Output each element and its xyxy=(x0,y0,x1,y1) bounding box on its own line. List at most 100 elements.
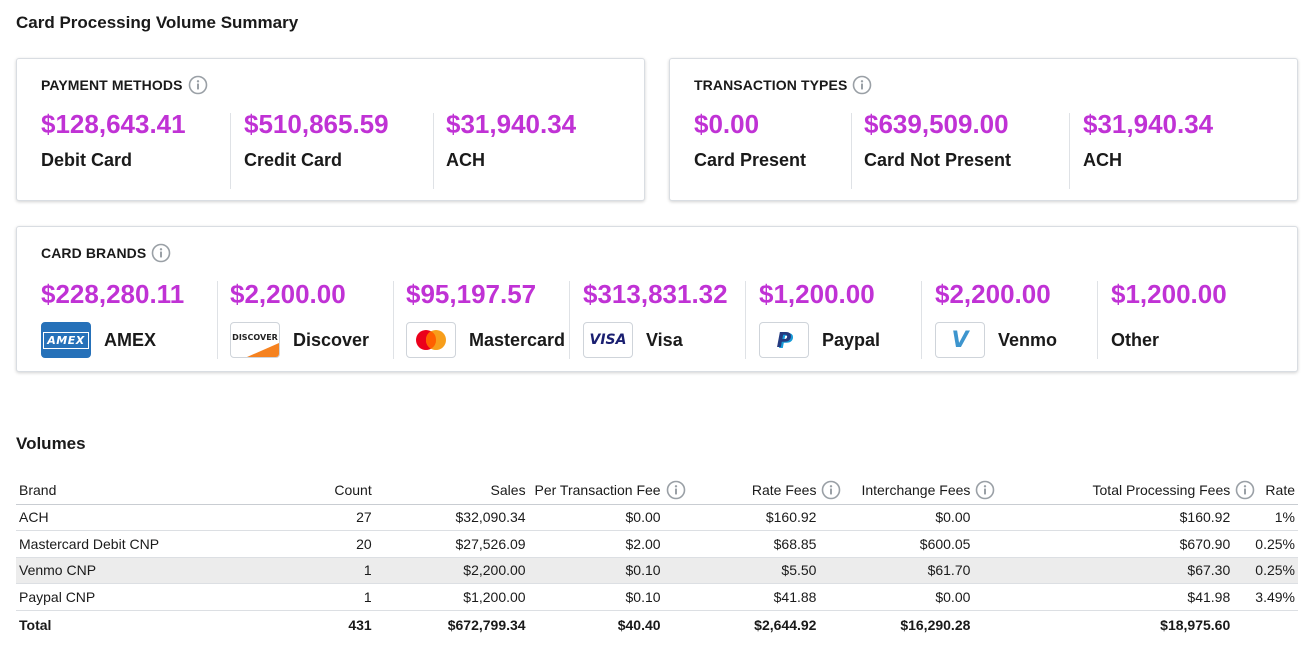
brand-name: Paypal xyxy=(822,329,881,350)
col-header-sales[interactable]: Sales xyxy=(371,476,526,505)
metric-value: $128,643.41 xyxy=(41,109,186,139)
cell-sales: $2,200.00 xyxy=(371,557,526,584)
metric-label: Card Present xyxy=(694,150,807,170)
amex-logo-text: AMEX xyxy=(43,331,89,349)
venmo-metric: $2,200.00 V Venmo xyxy=(935,279,1057,358)
cell-brand: Total xyxy=(16,609,216,640)
transaction-types-title: TRANSACTION TYPES xyxy=(694,75,872,95)
discover-logo-icon: DISCOVER xyxy=(230,322,280,358)
divider xyxy=(851,113,852,189)
cell-per-transaction-fee: $2.00 xyxy=(525,530,686,558)
cell-sales: $27,526.09 xyxy=(371,530,526,558)
col-header-brand[interactable]: Brand xyxy=(16,476,216,505)
credit-card-metric: $510,865.59 Credit Card xyxy=(244,109,389,171)
metric-value: $0.00 xyxy=(694,109,760,139)
cell-rate xyxy=(1255,609,1298,640)
cell-total-processing-fees: $160.92 xyxy=(995,504,1256,531)
cell-rate-fees: $2,644.92 xyxy=(685,609,842,640)
col-header-label: Rate Fees xyxy=(751,481,817,498)
metric-value: $31,940.34 xyxy=(446,109,577,139)
cell-count: 1 xyxy=(215,557,372,584)
table-row[interactable]: Venmo CNP 1 $2,200.00 $0.10 $5.50 $61.70… xyxy=(16,557,1298,584)
metric-value: $1,200.00 xyxy=(759,279,875,309)
page-title: Card Processing Volume Summary xyxy=(16,13,299,32)
info-icon[interactable] xyxy=(151,243,171,263)
cell-count: 20 xyxy=(215,530,372,558)
cell-brand: Venmo CNP xyxy=(16,557,216,584)
info-icon[interactable] xyxy=(188,75,208,95)
brand-name: AMEX xyxy=(104,329,157,350)
brand-name: Other xyxy=(1111,329,1160,350)
cell-interchange-fees: $600.05 xyxy=(841,530,996,558)
col-header-per-transaction-fee[interactable]: Per Transaction Fee xyxy=(525,476,686,505)
amex-logo-icon: AMEX xyxy=(41,322,91,358)
info-icon[interactable] xyxy=(821,480,841,500)
cell-interchange-fees: $16,290.28 xyxy=(841,609,996,640)
divider xyxy=(393,281,394,359)
metric-value: $31,940.34 xyxy=(1083,109,1214,139)
cell-rate: 1% xyxy=(1255,504,1298,531)
info-icon[interactable] xyxy=(975,480,995,500)
payment-methods-title-text: PAYMENT METHODS xyxy=(41,77,183,93)
cell-sales: $1,200.00 xyxy=(371,583,526,611)
cell-rate-fees: $68.85 xyxy=(685,530,842,558)
divider xyxy=(433,113,434,189)
col-header-total-processing-fees[interactable]: Total Processing Fees xyxy=(995,476,1256,505)
visa-logo-text: VISA xyxy=(589,332,627,348)
metric-value: $2,200.00 xyxy=(935,279,1051,309)
divider xyxy=(745,281,746,359)
brand-name: Discover xyxy=(293,329,370,350)
visa-logo-icon: VISA xyxy=(583,322,633,358)
col-header-label: Total Processing Fees xyxy=(1092,481,1231,498)
cell-rate-fees: $5.50 xyxy=(685,557,842,584)
payment-methods-card: PAYMENT METHODS $128,643.41 Debit Card $… xyxy=(16,58,645,201)
col-header-rate-fees[interactable]: Rate Fees xyxy=(685,476,842,505)
divider xyxy=(230,113,231,189)
cell-count: 27 xyxy=(215,504,372,531)
volumes-title: Volumes xyxy=(16,434,86,453)
metric-label: Credit Card xyxy=(244,150,343,170)
col-header-label: Per Transaction Fee xyxy=(534,481,661,498)
brand-name: Venmo xyxy=(998,329,1058,350)
transaction-types-title-text: TRANSACTION TYPES xyxy=(694,77,848,93)
table-header-row: Brand Count Sales Per Transaction Fee Ra… xyxy=(16,476,1298,505)
divider xyxy=(217,281,218,359)
brand-name: Visa xyxy=(646,329,683,350)
info-icon[interactable] xyxy=(852,75,872,95)
table-row[interactable]: Mastercard Debit CNP 20 $27,526.09 $2.00… xyxy=(16,530,1298,558)
col-header-interchange-fees[interactable]: Interchange Fees xyxy=(841,476,996,505)
col-header-rate[interactable]: Rate xyxy=(1255,476,1298,505)
cell-interchange-fees: $0.00 xyxy=(841,583,996,611)
cell-per-transaction-fee: $0.10 xyxy=(525,583,686,611)
discover-metric: $2,200.00 DISCOVER Discover xyxy=(230,279,369,358)
card-not-present-metric: $639,509.00 Card Not Present xyxy=(864,109,1011,171)
mastercard-logo-icon xyxy=(406,322,456,358)
cell-sales: $32,090.34 xyxy=(371,504,526,531)
divider xyxy=(921,281,922,359)
metric-label: Debit Card xyxy=(41,150,133,170)
table-row[interactable]: ACH 27 $32,090.34 $0.00 $160.92 $0.00 $1… xyxy=(16,504,1298,531)
info-icon[interactable] xyxy=(666,480,686,500)
paypal-logo-icon: P xyxy=(759,322,809,358)
col-header-count[interactable]: Count xyxy=(215,476,372,505)
metric-label: ACH xyxy=(1083,150,1122,170)
transaction-types-card: TRANSACTION TYPES $0.00 Card Present $63… xyxy=(669,58,1298,201)
card-brands-title: CARD BRANDS xyxy=(41,243,171,263)
cell-interchange-fees: $0.00 xyxy=(841,504,996,531)
card-brands-card: CARD BRANDS $228,280.11 AMEX AMEX $2,200… xyxy=(16,226,1298,372)
ach-metric: $31,940.34 ACH xyxy=(446,109,576,171)
metric-label: ACH xyxy=(446,150,485,170)
divider xyxy=(1069,113,1070,189)
cell-sales: $672,799.34 xyxy=(371,609,526,640)
venmo-logo-icon: V xyxy=(935,322,985,358)
cell-per-transaction-fee: $40.40 xyxy=(525,609,686,640)
metric-value: $228,280.11 xyxy=(41,279,185,309)
cell-brand: Mastercard Debit CNP xyxy=(16,530,216,558)
divider xyxy=(569,281,570,359)
table-row[interactable]: Paypal CNP 1 $1,200.00 $0.10 $41.88 $0.0… xyxy=(16,583,1298,611)
metric-value: $95,197.57 xyxy=(406,279,537,309)
metric-value: $2,200.00 xyxy=(230,279,346,309)
info-icon[interactable] xyxy=(1235,480,1255,500)
discover-logo-text: DISCOVER xyxy=(232,332,278,342)
cell-brand: Paypal CNP xyxy=(16,583,216,611)
